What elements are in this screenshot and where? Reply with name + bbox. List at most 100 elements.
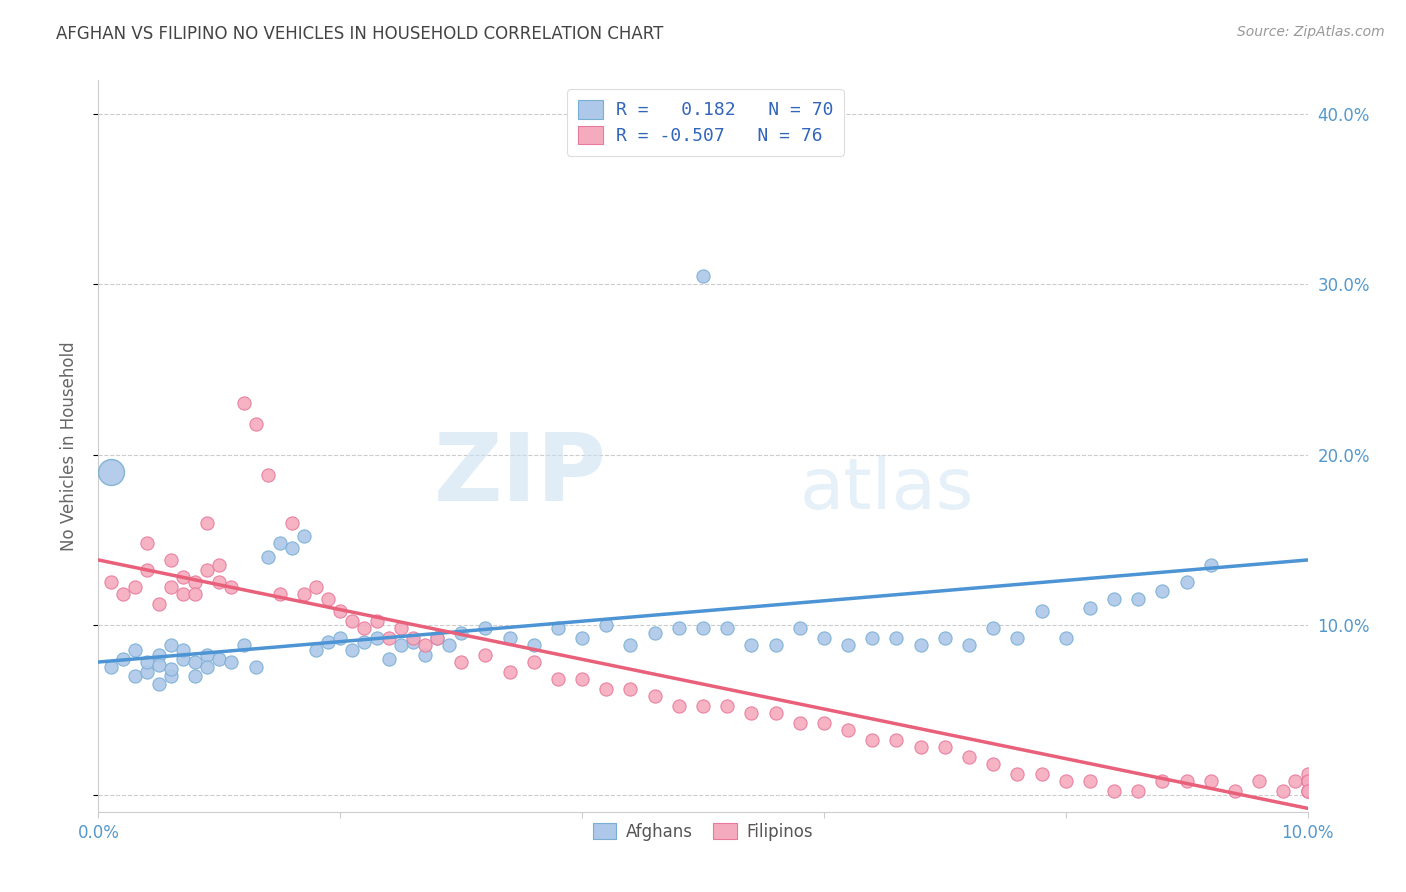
Point xyxy=(124,580,146,594)
Point xyxy=(740,706,762,720)
Point xyxy=(269,536,291,550)
Point xyxy=(184,668,207,682)
Point xyxy=(353,621,375,635)
Point xyxy=(195,516,218,530)
Point xyxy=(1031,604,1053,618)
Point xyxy=(571,631,593,645)
Point xyxy=(619,682,641,697)
Point xyxy=(981,621,1004,635)
Point xyxy=(860,631,883,645)
Point xyxy=(498,665,520,680)
Point xyxy=(160,668,183,682)
Point xyxy=(1007,767,1029,781)
Point xyxy=(1152,774,1174,789)
Point xyxy=(160,553,183,567)
Text: AFGHAN VS FILIPINO NO VEHICLES IN HOUSEHOLD CORRELATION CHART: AFGHAN VS FILIPINO NO VEHICLES IN HOUSEH… xyxy=(56,25,664,43)
Point xyxy=(571,672,593,686)
Point xyxy=(256,467,278,482)
Point xyxy=(135,563,157,577)
Point xyxy=(245,417,267,431)
Point xyxy=(245,660,267,674)
Point xyxy=(523,655,546,669)
Point xyxy=(1199,774,1222,789)
Point xyxy=(426,631,449,645)
Point xyxy=(135,655,157,669)
Point xyxy=(1284,774,1306,789)
Point xyxy=(692,699,714,714)
Point xyxy=(1296,784,1319,798)
Point xyxy=(886,733,908,747)
Point xyxy=(1102,784,1125,798)
Point xyxy=(789,716,811,731)
Point xyxy=(1175,774,1198,789)
Point xyxy=(292,529,315,543)
Point xyxy=(1296,774,1319,789)
Point xyxy=(208,651,231,665)
Point xyxy=(1102,592,1125,607)
Point xyxy=(111,651,134,665)
Point xyxy=(269,587,291,601)
Point xyxy=(316,634,339,648)
Point xyxy=(740,638,762,652)
Point xyxy=(221,580,243,594)
Legend: Afghans, Filipinos: Afghans, Filipinos xyxy=(586,816,820,847)
Point xyxy=(1152,583,1174,598)
Point xyxy=(100,465,122,479)
Point xyxy=(1054,774,1077,789)
Point xyxy=(1078,774,1101,789)
Point xyxy=(208,558,231,572)
Point xyxy=(547,621,569,635)
Point xyxy=(595,682,617,697)
Point xyxy=(232,396,254,410)
Point xyxy=(1128,784,1150,798)
Point xyxy=(232,638,254,652)
Point xyxy=(402,634,425,648)
Point xyxy=(523,638,546,652)
Point xyxy=(172,587,194,601)
Text: ZIP: ZIP xyxy=(433,429,606,521)
Point xyxy=(1199,558,1222,572)
Point xyxy=(765,638,787,652)
Point xyxy=(281,516,304,530)
Point xyxy=(957,750,980,764)
Point xyxy=(184,575,207,590)
Point xyxy=(957,638,980,652)
Point xyxy=(172,570,194,584)
Point xyxy=(1223,784,1246,798)
Point xyxy=(934,740,956,755)
Point xyxy=(148,597,170,611)
Point xyxy=(148,648,170,663)
Point xyxy=(135,665,157,680)
Point xyxy=(221,655,243,669)
Point xyxy=(111,587,134,601)
Point xyxy=(1128,592,1150,607)
Point xyxy=(160,638,183,652)
Point xyxy=(716,699,738,714)
Point xyxy=(981,757,1004,772)
Point xyxy=(644,689,666,703)
Point xyxy=(837,723,859,737)
Point xyxy=(644,626,666,640)
Point xyxy=(474,648,496,663)
Point xyxy=(1272,784,1295,798)
Point xyxy=(668,621,690,635)
Point xyxy=(1296,784,1319,798)
Point xyxy=(366,631,388,645)
Point xyxy=(1249,774,1271,789)
Point xyxy=(195,648,218,663)
Point xyxy=(172,651,194,665)
Point xyxy=(1054,631,1077,645)
Point xyxy=(692,621,714,635)
Point xyxy=(474,621,496,635)
Point xyxy=(377,651,399,665)
Point xyxy=(342,614,364,628)
Point xyxy=(1296,784,1319,798)
Point xyxy=(377,631,399,645)
Point xyxy=(860,733,883,747)
Point xyxy=(910,638,932,652)
Point xyxy=(353,634,375,648)
Point xyxy=(281,541,304,555)
Point xyxy=(886,631,908,645)
Point xyxy=(366,614,388,628)
Point xyxy=(305,580,328,594)
